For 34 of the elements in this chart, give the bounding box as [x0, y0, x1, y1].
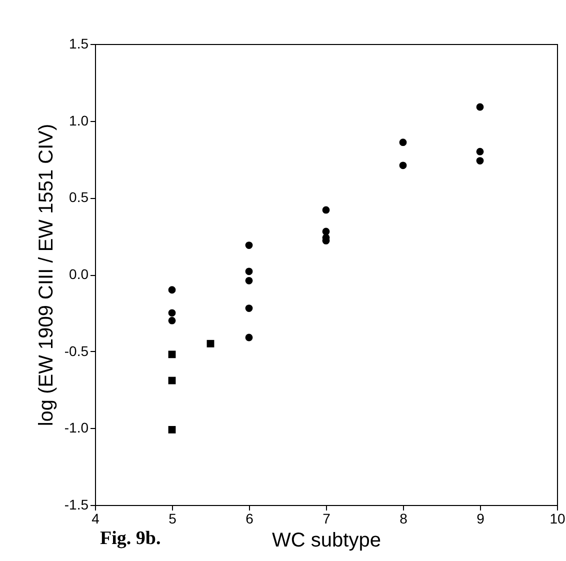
x-axis-title: WC subtype [272, 530, 381, 552]
point [322, 206, 330, 214]
point [399, 162, 407, 170]
point [168, 426, 176, 434]
y-tick-label: 0.5 [69, 189, 89, 206]
y-tick-label: 1.5 [69, 36, 89, 52]
x-tick-label: 4 [92, 510, 100, 526]
point [168, 350, 176, 358]
y-axis-title: log (EW 1909 CIII / EW 1551 CIV) [35, 124, 58, 426]
point [168, 316, 176, 324]
point [206, 340, 214, 348]
point [476, 157, 484, 164]
point [168, 286, 176, 294]
point [245, 242, 253, 250]
y-tick-label: 1.0 [69, 112, 89, 128]
point [245, 304, 253, 312]
caption: Fig. 9b. [100, 528, 161, 550]
point [245, 276, 253, 284]
y-tick-label: -1.5 [64, 496, 89, 512]
x-tick-label: 5 [168, 510, 177, 526]
point [168, 309, 176, 317]
point [245, 268, 253, 276]
point [399, 138, 407, 146]
point [476, 103, 484, 111]
x-tick-label: 10 [550, 510, 566, 526]
x-tick-label: 8 [400, 510, 408, 526]
x-tick-label: 6 [246, 510, 254, 526]
x-tick-label: 9 [476, 510, 485, 526]
point [476, 148, 484, 156]
y-tick-label: -1.0 [64, 420, 89, 436]
point [245, 334, 253, 342]
x-tick-label: 7 [322, 510, 331, 526]
y-tick-label: 0.0 [69, 266, 89, 282]
y-tick-label: -0.5 [64, 342, 89, 359]
